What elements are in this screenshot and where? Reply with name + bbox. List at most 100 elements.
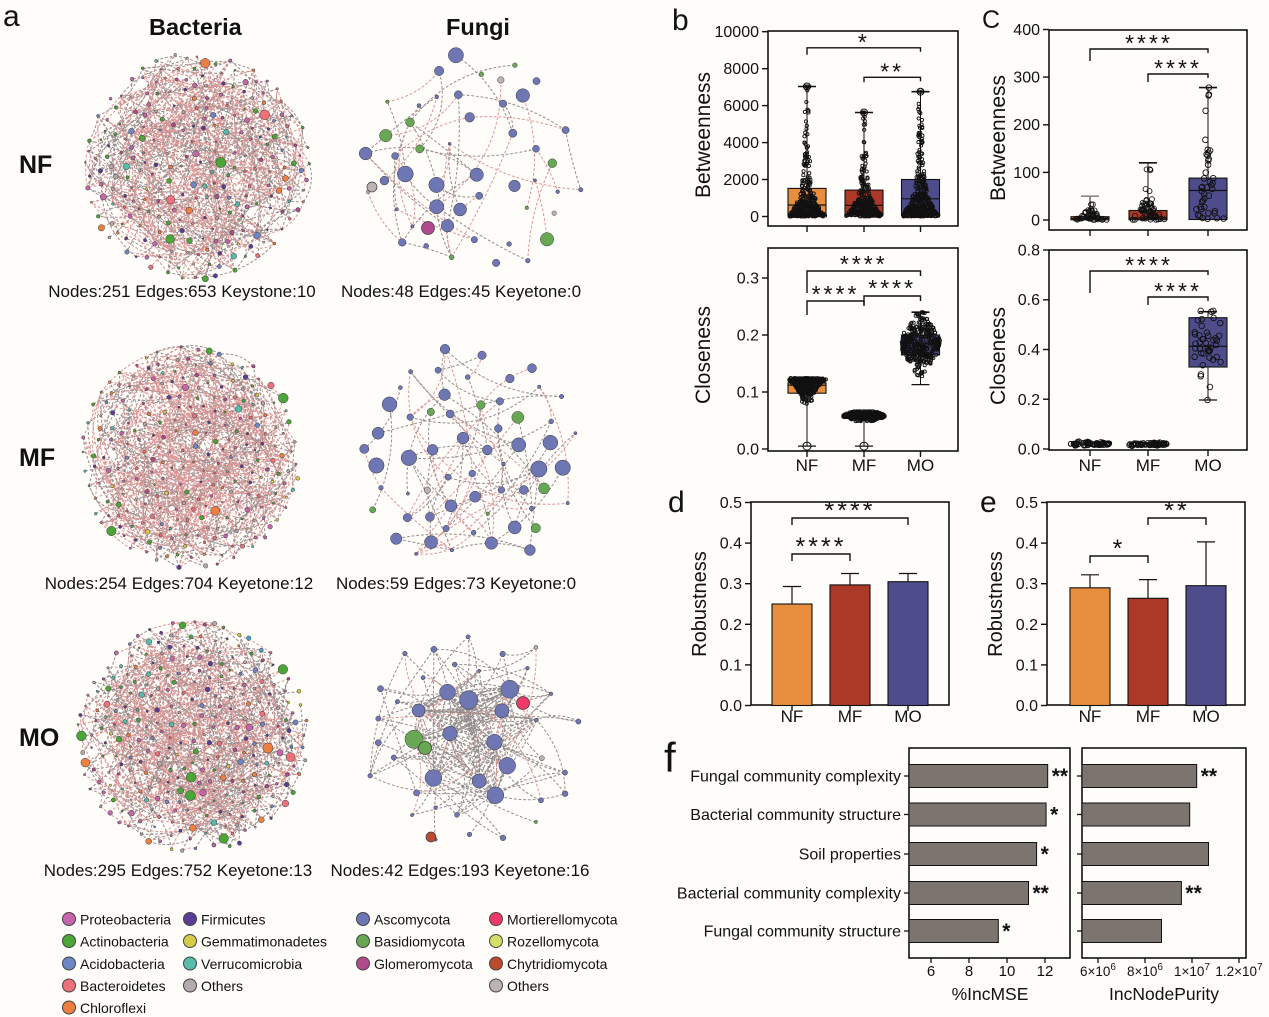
svg-text:8×106: 8×106: [1127, 962, 1163, 979]
svg-text:0: 0: [750, 209, 759, 226]
svg-text:2000: 2000: [723, 172, 759, 189]
svg-text:12: 12: [1037, 963, 1054, 980]
svg-text:**: **: [1164, 497, 1189, 525]
svg-text:1.2×107: 1.2×107: [1215, 962, 1263, 979]
svg-text:0.8: 0.8: [1018, 243, 1040, 260]
svg-text:Bacteroidetes: Bacteroidetes: [80, 978, 166, 994]
svg-text:0.1: 0.1: [720, 657, 742, 674]
svg-text:0.2: 0.2: [1016, 617, 1038, 634]
svg-text:8: 8: [965, 963, 973, 980]
svg-text:Betweenness: Betweenness: [987, 75, 1010, 201]
svg-text:Firmicutes: Firmicutes: [201, 911, 266, 927]
svg-text:Ascomycota: Ascomycota: [374, 911, 450, 927]
svg-text:%IncMSE: %IncMSE: [952, 984, 1029, 1004]
svg-text:0.3: 0.3: [720, 576, 742, 593]
svg-text:0.1: 0.1: [1016, 657, 1038, 674]
svg-text:****: ****: [868, 275, 916, 301]
svg-text:****: ****: [812, 281, 860, 307]
svg-text:****: ****: [840, 251, 888, 277]
svg-text:Others: Others: [201, 978, 243, 994]
svg-text:0.6: 0.6: [1018, 292, 1040, 309]
svg-text:Closeness: Closeness: [987, 307, 1010, 405]
svg-text:Mortierellomycota: Mortierellomycota: [507, 911, 618, 927]
svg-text:Bacterial community complexity: Bacterial community complexity: [677, 886, 901, 903]
svg-text:Fungal community complexity: Fungal community complexity: [690, 769, 901, 786]
svg-text:****: ****: [1154, 55, 1202, 81]
svg-text:Robustness: Robustness: [689, 551, 711, 657]
svg-text:MO: MO: [1192, 707, 1219, 726]
svg-text:6: 6: [927, 963, 935, 980]
svg-text:0.1: 0.1: [737, 385, 759, 402]
svg-text:NF: NF: [19, 151, 52, 179]
svg-text:****: ****: [1125, 30, 1173, 56]
svg-text:MO: MO: [907, 456, 934, 475]
svg-text:*: *: [1041, 843, 1050, 866]
svg-text:MF: MF: [19, 444, 55, 472]
svg-text:0: 0: [1031, 213, 1040, 230]
svg-text:0.0: 0.0: [1016, 698, 1038, 715]
svg-text:Nodes:251 Edges:653 Keystone:1: Nodes:251 Edges:653 Keystone:10: [48, 282, 315, 301]
svg-text:**: **: [1033, 882, 1050, 905]
svg-text:Nodes:254 Edges:704 Keyetone:1: Nodes:254 Edges:704 Keyetone:12: [45, 574, 313, 593]
svg-text:**: **: [880, 58, 904, 84]
svg-text:0.4: 0.4: [720, 536, 742, 553]
svg-text:0.5: 0.5: [1016, 495, 1038, 512]
svg-text:0.0: 0.0: [720, 698, 742, 715]
svg-text:**: **: [1052, 765, 1069, 788]
svg-text:C: C: [982, 6, 1000, 34]
svg-text:Glomeromycota: Glomeromycota: [374, 956, 473, 972]
svg-text:6×106: 6×106: [1080, 962, 1116, 979]
svg-text:*: *: [1050, 804, 1059, 827]
svg-text:100: 100: [1013, 165, 1040, 182]
svg-text:MO: MO: [19, 724, 59, 752]
svg-text:Fungi: Fungi: [446, 14, 510, 40]
svg-text:MO: MO: [894, 707, 921, 726]
svg-text:1×107: 1×107: [1174, 962, 1210, 979]
svg-text:400: 400: [1013, 22, 1040, 39]
svg-text:Nodes:48 Edges:45 Keyetone:0: Nodes:48 Edges:45 Keyetone:0: [341, 282, 581, 301]
svg-text:*: *: [1002, 920, 1011, 943]
svg-text:****: ****: [825, 497, 876, 525]
svg-text:10: 10: [999, 963, 1016, 980]
svg-text:IncNodePurity: IncNodePurity: [1109, 984, 1219, 1004]
svg-text:Fungal community structure: Fungal community structure: [704, 924, 902, 941]
svg-text:300: 300: [1013, 70, 1040, 87]
svg-text:Bacteria: Bacteria: [149, 14, 243, 40]
svg-text:b: b: [672, 4, 689, 37]
svg-text:Verrucomicrobia: Verrucomicrobia: [201, 956, 302, 972]
svg-text:Proteobacteria: Proteobacteria: [80, 911, 171, 927]
svg-text:0.3: 0.3: [737, 271, 759, 288]
svg-text:Actinobacteria: Actinobacteria: [80, 933, 169, 949]
svg-text:Nodes:59 Edges:73 Keyetone:0: Nodes:59 Edges:73 Keyetone:0: [336, 574, 576, 593]
svg-text:0.4: 0.4: [1016, 536, 1038, 553]
svg-text:Chloroflexi: Chloroflexi: [80, 1000, 146, 1016]
svg-text:200: 200: [1013, 117, 1040, 134]
svg-text:d: d: [668, 486, 685, 519]
svg-text:MO: MO: [1194, 456, 1221, 475]
svg-text:MF: MF: [852, 456, 877, 475]
svg-text:MF: MF: [1136, 456, 1161, 475]
svg-text:Basidiomycota: Basidiomycota: [374, 933, 465, 949]
svg-text:f: f: [664, 734, 676, 781]
svg-text:NF: NF: [796, 456, 819, 475]
svg-text:Nodes:295 Edges:752 Keyetone:1: Nodes:295 Edges:752 Keyetone:13: [44, 861, 312, 880]
svg-text:Betweenness: Betweenness: [692, 72, 715, 198]
svg-text:****: ****: [796, 533, 847, 561]
svg-text:0.2: 0.2: [1018, 392, 1040, 409]
svg-text:MF: MF: [838, 707, 863, 726]
svg-text:8000: 8000: [723, 61, 759, 78]
svg-text:0.0: 0.0: [1018, 442, 1040, 459]
svg-text:****: ****: [1125, 252, 1173, 278]
svg-text:NF: NF: [1079, 707, 1102, 726]
svg-text:MF: MF: [1136, 707, 1161, 726]
svg-text:Chytridiomycota: Chytridiomycota: [507, 956, 608, 972]
svg-text:Bacterial community structure: Bacterial community structure: [690, 807, 901, 824]
svg-text:**: **: [1201, 765, 1218, 788]
svg-text:**: **: [1185, 882, 1202, 905]
svg-text:Soil properties: Soil properties: [799, 847, 901, 864]
svg-text:0.4: 0.4: [1018, 342, 1040, 359]
svg-text:0.2: 0.2: [720, 617, 742, 634]
svg-text:*: *: [858, 29, 870, 55]
svg-text:*: *: [1113, 535, 1126, 563]
svg-text:a: a: [3, 0, 20, 33]
